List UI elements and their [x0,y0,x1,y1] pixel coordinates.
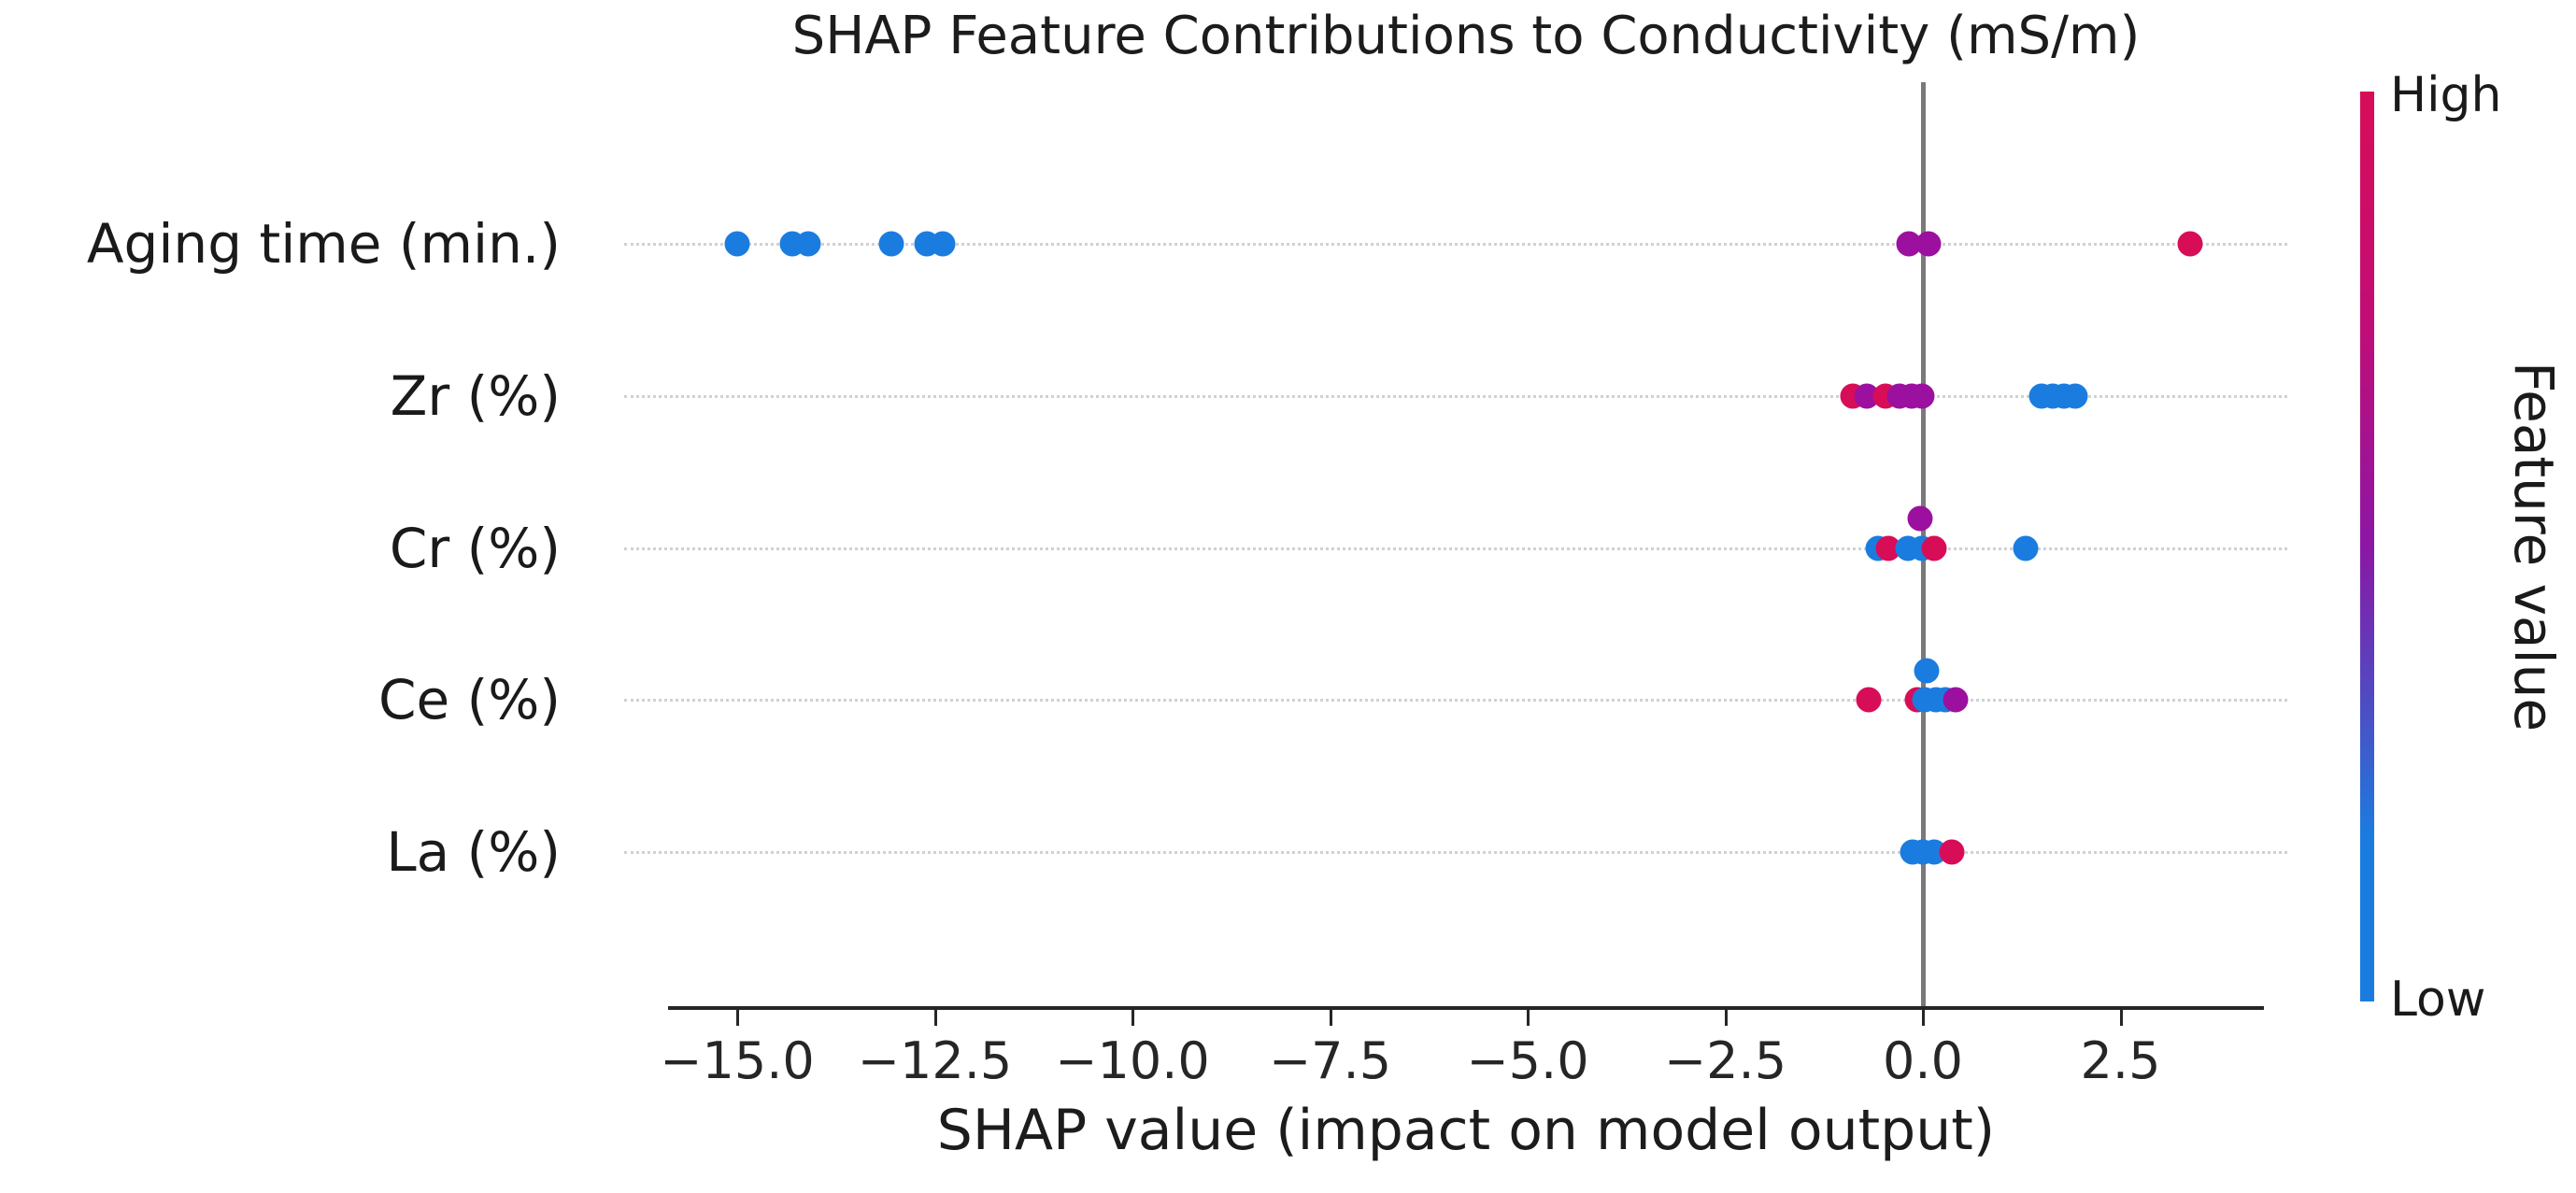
x-axis-tick [1329,1010,1332,1026]
feature-label: Aging time (min.) [86,212,561,276]
x-axis-tick-label: −15.0 [660,1031,815,1090]
row-gridline [624,699,2287,702]
feature-label: Ce (%) [378,668,561,731]
x-axis-tick [1922,1010,1925,1026]
data-point [930,231,956,257]
x-axis-tick-label: 0.0 [1883,1031,1963,1090]
feature-label: Cr (%) [389,517,561,580]
x-axis-tick-label: −7.5 [1268,1031,1392,1090]
data-point [878,231,904,257]
data-point [2177,231,2203,257]
chart-title: SHAP Feature Contributions to Conductivi… [791,6,2141,66]
data-point [2013,535,2039,561]
data-point [2062,383,2088,409]
colorbar-high-label: High [2390,67,2502,123]
x-axis-tick [933,1010,937,1026]
data-point [724,231,750,257]
feature-label: La (%) [386,820,561,884]
x-axis-tick [1527,1010,1530,1026]
x-axis-tick [1131,1010,1134,1026]
x-axis-tick-label: −10.0 [1055,1031,1210,1090]
data-point [1915,231,1942,257]
x-axis-tick-label: −5.0 [1466,1031,1589,1090]
x-axis-tick [2119,1010,2123,1026]
data-point [1907,505,1933,532]
x-axis-spine [668,1006,2264,1010]
colorbar-title: Feature value [2502,361,2566,732]
x-axis-title: SHAP value (impact on model output) [936,1098,1996,1163]
x-axis-tick [1724,1010,1728,1026]
x-axis-tick-label: 2.5 [2080,1031,2161,1090]
x-axis-tick-label: −2.5 [1663,1031,1787,1090]
data-point [1914,658,1940,684]
row-gridline [624,547,2287,550]
colorbar-low-label: Low [2390,972,2486,1028]
data-point [1909,383,1935,409]
x-axis-tick [736,1010,739,1026]
data-point [1943,687,1969,713]
data-point [795,231,821,257]
row-gridline [624,851,2287,854]
feature-label: Zr (%) [390,364,561,428]
data-point [1856,687,1882,713]
data-point [1939,839,1965,865]
row-gridline [624,395,2287,398]
data-point [1921,535,1947,561]
colorbar-gradient [2360,92,2374,1001]
x-axis-tick-label: −12.5 [857,1031,1013,1090]
row-gridline [624,243,2287,246]
